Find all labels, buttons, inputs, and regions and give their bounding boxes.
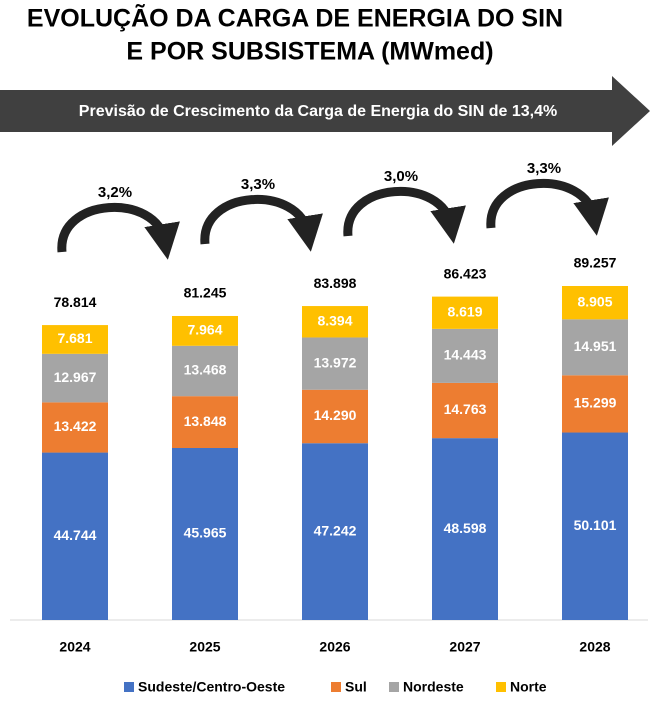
bar-segment: [42, 325, 108, 354]
value-label: 12.967: [54, 369, 97, 385]
bar-segment: [432, 296, 498, 329]
banner-arrow: [0, 76, 650, 146]
value-label: 13.468: [184, 362, 227, 378]
value-label: 8.619: [447, 303, 482, 319]
bar-segment: [432, 438, 498, 620]
x-tick-label: 2026: [319, 639, 350, 655]
growth-arrow: [200, 194, 323, 252]
value-label: 14.763: [444, 401, 487, 417]
bar-segment: [42, 353, 108, 403]
legend-label: Sul: [345, 679, 367, 695]
growth-label: 3,3%: [241, 176, 275, 193]
legend-swatch: [124, 682, 134, 692]
bar-segment: [302, 389, 368, 444]
value-label: 13.422: [54, 418, 97, 434]
value-label: 8.394: [317, 312, 352, 328]
x-tick-label: 2027: [449, 639, 480, 655]
chart-title: EVOLUÇÃO DA CARGA DE ENERGIA DO SIN: [27, 3, 563, 33]
value-label: 13.972: [314, 354, 357, 370]
legend-label: Nordeste: [403, 679, 464, 695]
bar-segment: [172, 447, 238, 620]
bar-segment: [432, 382, 498, 439]
legend-label: Norte: [510, 679, 547, 695]
growth-arrow: [343, 186, 466, 244]
bar-segment: [302, 443, 368, 620]
value-label: 7.681: [57, 330, 92, 346]
value-label: 47.242: [314, 522, 357, 538]
value-label: 48.598: [444, 520, 487, 536]
growth-label: 3,2%: [98, 184, 132, 201]
bar-segment: [302, 306, 368, 338]
x-tick-label: 2024: [59, 639, 90, 655]
value-label: 50.101: [574, 517, 617, 533]
growth-arrow: [486, 178, 609, 236]
value-label: 7.964: [187, 322, 222, 338]
legend-swatch: [496, 682, 506, 692]
growth-label: 3,3%: [527, 160, 561, 177]
value-label: 44.744: [54, 527, 97, 543]
bar-segment: [172, 315, 238, 346]
legend-swatch: [389, 682, 399, 692]
bar-segment: [562, 375, 628, 433]
growth-arrow: [57, 202, 180, 260]
bar-segment: [172, 345, 238, 397]
bar-segment: [562, 286, 628, 320]
subtitle: Previsão de Crescimento da Carga de Ener…: [79, 103, 557, 120]
total-label: 89.257: [574, 255, 617, 271]
legend-label: Sudeste/Centro-Oeste: [138, 679, 285, 695]
growth-label: 3,0%: [384, 168, 418, 185]
total-label: 78.814: [54, 294, 97, 310]
value-label: 45.965: [184, 525, 227, 541]
value-label: 8.905: [577, 293, 612, 309]
total-label: 86.423: [444, 265, 487, 281]
value-label: 14.443: [444, 347, 487, 363]
bar-segment: [562, 432, 628, 620]
bar-segment: [42, 452, 108, 620]
total-label: 81.245: [184, 285, 227, 301]
bar-segment: [42, 402, 108, 453]
bar-segment: [172, 396, 238, 448]
bar-segment: [562, 319, 628, 376]
bar-segment: [432, 328, 498, 383]
x-tick-label: 2028: [579, 639, 610, 655]
value-label: 15.299: [574, 395, 617, 411]
value-label: 14.290: [314, 407, 357, 423]
value-label: 13.848: [184, 413, 227, 429]
chart-title: E POR SUBSISTEMA (MWmed): [126, 38, 493, 66]
x-tick-label: 2025: [189, 639, 220, 655]
bar-segment: [302, 337, 368, 390]
legend-swatch: [331, 682, 341, 692]
total-label: 83.898: [314, 275, 357, 291]
value-label: 14.951: [574, 338, 617, 354]
